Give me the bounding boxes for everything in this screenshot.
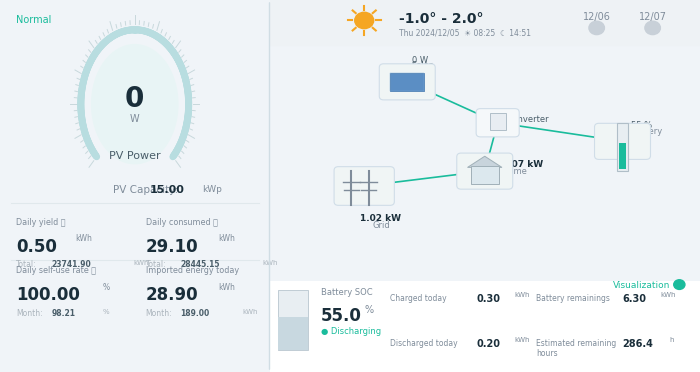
Bar bbox=[471, 166, 498, 184]
Text: Total:: Total: bbox=[146, 260, 166, 269]
Text: Visualization: Visualization bbox=[612, 281, 670, 290]
Text: 0 W: 0 W bbox=[412, 56, 428, 65]
Bar bbox=[617, 123, 628, 171]
Text: Month:: Month: bbox=[16, 309, 43, 318]
Text: 6.30: 6.30 bbox=[622, 294, 647, 304]
Text: 0.50: 0.50 bbox=[16, 238, 57, 256]
Text: 55.0: 55.0 bbox=[321, 307, 362, 325]
Circle shape bbox=[355, 12, 374, 29]
FancyBboxPatch shape bbox=[334, 167, 394, 205]
Text: Daily consumed ⓘ: Daily consumed ⓘ bbox=[146, 218, 218, 227]
Text: Imported energy today: Imported energy today bbox=[146, 266, 239, 275]
Circle shape bbox=[645, 21, 660, 35]
Text: Battery: Battery bbox=[631, 127, 662, 136]
Text: 189.00: 189.00 bbox=[181, 309, 210, 318]
Text: h: h bbox=[670, 337, 674, 343]
Text: 28.90: 28.90 bbox=[146, 286, 198, 304]
Text: kWh: kWh bbox=[262, 260, 278, 266]
Text: kWh: kWh bbox=[75, 234, 92, 243]
Bar bbox=[270, 0, 700, 45]
Bar bbox=[490, 113, 506, 130]
Text: 0: 0 bbox=[125, 84, 144, 113]
Text: 15.00: 15.00 bbox=[150, 185, 185, 195]
Polygon shape bbox=[468, 156, 502, 167]
Text: 28445.15: 28445.15 bbox=[181, 260, 220, 269]
Text: W: W bbox=[130, 114, 139, 124]
Text: Total:: Total: bbox=[16, 260, 37, 269]
Text: Home: Home bbox=[502, 167, 527, 176]
Text: PV Capacity:: PV Capacity: bbox=[113, 185, 178, 195]
Text: kWh: kWh bbox=[514, 337, 529, 343]
Text: Charged today: Charged today bbox=[390, 294, 447, 303]
Text: Battery remainings: Battery remainings bbox=[536, 294, 610, 303]
Text: 98.21: 98.21 bbox=[51, 309, 75, 318]
Text: %: % bbox=[102, 309, 109, 315]
Text: 0.20: 0.20 bbox=[476, 339, 500, 349]
Text: Thu 2024/12/05  ☀ 08:25  ☾ 14:51: Thu 2024/12/05 ☀ 08:25 ☾ 14:51 bbox=[399, 28, 531, 37]
Text: kWh: kWh bbox=[242, 309, 258, 315]
Text: Inverter: Inverter bbox=[515, 115, 549, 124]
Circle shape bbox=[589, 21, 604, 35]
Text: kWh: kWh bbox=[514, 292, 529, 298]
Text: Grid: Grid bbox=[373, 221, 391, 230]
Bar bbox=[390, 73, 424, 91]
Bar bbox=[278, 317, 308, 350]
Bar bbox=[390, 73, 424, 91]
Text: Daily self-use rate ⓘ: Daily self-use rate ⓘ bbox=[16, 266, 96, 275]
Text: 12/07: 12/07 bbox=[638, 12, 666, 22]
Text: kWh: kWh bbox=[218, 234, 235, 243]
Text: 1.07 kW: 1.07 kW bbox=[502, 160, 543, 169]
Text: kWp: kWp bbox=[202, 185, 222, 194]
Text: ● Discharging: ● Discharging bbox=[321, 327, 382, 336]
Text: Discharged today: Discharged today bbox=[390, 339, 458, 347]
Text: Battery SOC: Battery SOC bbox=[321, 288, 373, 297]
FancyBboxPatch shape bbox=[594, 124, 650, 159]
Text: Daily yield ⓘ: Daily yield ⓘ bbox=[16, 218, 66, 227]
Bar bbox=[278, 290, 308, 350]
Text: Solar: Solar bbox=[412, 61, 433, 70]
FancyBboxPatch shape bbox=[379, 64, 435, 100]
Text: Month:: Month: bbox=[146, 309, 172, 318]
Text: %: % bbox=[364, 305, 373, 315]
FancyBboxPatch shape bbox=[457, 153, 512, 189]
Circle shape bbox=[92, 45, 178, 164]
Text: 0.30: 0.30 bbox=[476, 294, 500, 304]
Text: 286.4: 286.4 bbox=[622, 339, 653, 349]
Text: 12/06: 12/06 bbox=[582, 12, 610, 22]
Text: Normal: Normal bbox=[16, 15, 52, 25]
Text: 23741.90: 23741.90 bbox=[51, 260, 91, 269]
Text: 55 %: 55 % bbox=[631, 121, 652, 130]
Text: Estimated remaining
hours: Estimated remaining hours bbox=[536, 339, 617, 358]
Bar bbox=[270, 281, 700, 372]
Text: -1.0° - 2.0°: -1.0° - 2.0° bbox=[399, 12, 483, 26]
Text: kWh: kWh bbox=[660, 292, 676, 298]
Text: %: % bbox=[103, 283, 110, 292]
Bar bbox=[619, 142, 626, 169]
Text: 1.02 kW: 1.02 kW bbox=[360, 214, 401, 223]
Text: kWh: kWh bbox=[218, 283, 235, 292]
Text: PV Power: PV Power bbox=[109, 151, 160, 161]
Text: 100.00: 100.00 bbox=[16, 286, 80, 304]
Circle shape bbox=[673, 280, 685, 289]
Text: 29.10: 29.10 bbox=[146, 238, 198, 256]
FancyBboxPatch shape bbox=[476, 109, 519, 137]
Text: kWh: kWh bbox=[133, 260, 148, 266]
